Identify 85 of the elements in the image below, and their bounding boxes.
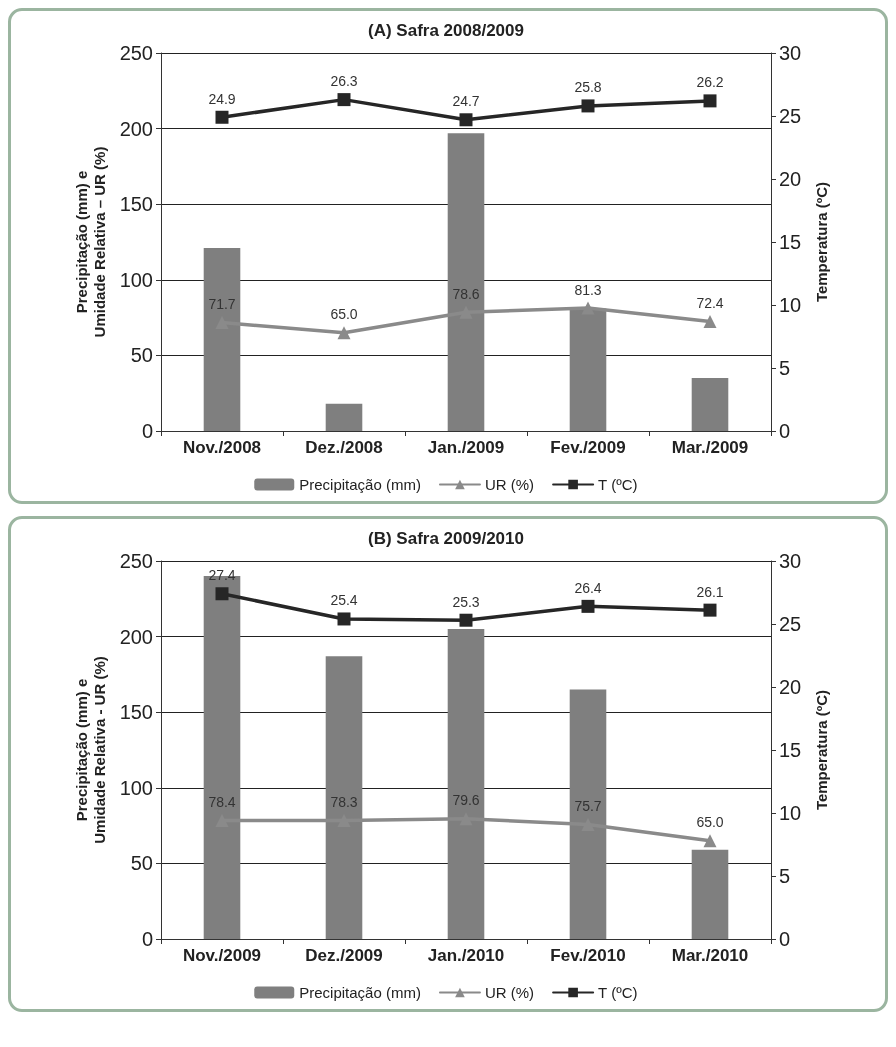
bar: [325, 403, 363, 431]
x-tick-label: Nov./2008: [182, 438, 262, 457]
x-tick-label: Mar./2009: [671, 438, 749, 457]
point: [581, 99, 595, 113]
x-tick-label: Jan./2009: [427, 438, 505, 457]
bar: [691, 378, 729, 431]
point: [215, 587, 229, 601]
legend-label: T (ºC): [598, 984, 638, 1001]
point: [337, 326, 351, 340]
y2-tick-label: 5: [779, 865, 791, 887]
data-label: 65.0: [330, 306, 358, 323]
y-tick-label: 100: [119, 776, 153, 799]
point: [703, 603, 717, 617]
point: [459, 613, 473, 627]
chart-title: (A) Safra 2008/2009: [368, 21, 524, 40]
data-label: 78.3: [330, 794, 358, 811]
data-label: 26.3: [330, 73, 358, 90]
y2-tick-label: 15: [779, 739, 802, 761]
y-tick-label: 50: [130, 344, 153, 367]
y-tick-label: 150: [119, 701, 153, 724]
y2-tick-label: 25: [779, 105, 802, 127]
y2-tick-label: 25: [779, 613, 802, 635]
data-label: 24.7: [452, 93, 480, 110]
y-tick-label: 250: [119, 42, 153, 64]
data-label: 79.6: [452, 792, 480, 809]
data-label: 25.8: [574, 79, 602, 96]
data-label: 26.1: [696, 583, 724, 600]
data-label: 71.7: [208, 296, 236, 313]
point: [459, 113, 473, 127]
legend-label: Precipitação (mm): [299, 476, 421, 493]
x-tick-label: Mar./2010: [671, 946, 749, 965]
y-axis-title: Precipitação (mm) e Umidade Relativa – UR (%): [73, 146, 109, 338]
data-label: 65.0: [696, 814, 724, 831]
y-tick-label: 200: [119, 117, 153, 140]
point: [337, 93, 351, 107]
point: [703, 94, 717, 108]
legend-label: UR (%): [484, 476, 535, 493]
data-label: 25.4: [330, 592, 358, 609]
x-tick-label: Dez./2008: [305, 438, 383, 457]
data-label: 75.7: [574, 798, 602, 815]
data-label: 78.6: [452, 285, 480, 302]
y-tick-label: 50: [130, 852, 153, 875]
data-label: 26.4: [574, 579, 602, 596]
y2-tick-label: 20: [779, 168, 802, 190]
data-label: 24.9: [208, 90, 236, 107]
chart-title: (B) Safra 2009/2010: [368, 529, 524, 548]
y2-tick-label: 30: [779, 42, 802, 64]
point: [581, 301, 595, 315]
x-tick-label: Jan./2010: [427, 946, 505, 965]
x-tick-label: Fev./2009: [550, 438, 626, 457]
point: [215, 110, 229, 124]
y2-tick-label: 20: [779, 676, 802, 698]
point: [703, 834, 717, 848]
point: [581, 599, 595, 613]
data-label: 81.3: [574, 281, 602, 298]
y2-tick-label: 15: [779, 231, 802, 253]
y-tick-label: 150: [119, 193, 153, 216]
legend-label: Precipitação (mm): [299, 984, 421, 1001]
y-tick-label: 100: [119, 268, 153, 291]
y-tick-label: 0: [141, 928, 153, 950]
y-tick-label: 250: [119, 550, 153, 572]
y2-tick-label: 5: [779, 357, 791, 379]
y2-axis-title: Temperatura (ºC): [812, 181, 830, 303]
point: [703, 315, 717, 329]
x-tick-label: Nov./2009: [182, 946, 262, 965]
point: [337, 612, 351, 626]
data-label: 78.4: [208, 793, 236, 810]
data-label: 25.3: [452, 593, 480, 610]
x-tick-label: Dez./2009: [305, 946, 383, 965]
y-tick-label: 0: [141, 420, 153, 442]
y-axis-title: Precipitação (mm) e Umidade Relativa - UR (%): [73, 656, 109, 844]
y2-tick-label: 10: [779, 294, 802, 316]
data-label: 27.4: [208, 567, 236, 584]
x-tick-label: Fev./2010: [550, 946, 626, 965]
y2-tick-label: 30: [779, 550, 802, 572]
legend-label: T (ºC): [598, 476, 638, 493]
legend-label: UR (%): [484, 984, 535, 1001]
bar: [691, 849, 729, 939]
y2-tick-label: 0: [779, 928, 791, 950]
data-label: 72.4: [696, 295, 724, 312]
data-label: 26.2: [696, 74, 724, 91]
y2-tick-label: 10: [779, 802, 802, 824]
y2-axis-title: Temperatura (ºC): [812, 689, 830, 811]
y2-tick-label: 0: [779, 420, 791, 442]
y-tick-label: 200: [119, 625, 153, 648]
